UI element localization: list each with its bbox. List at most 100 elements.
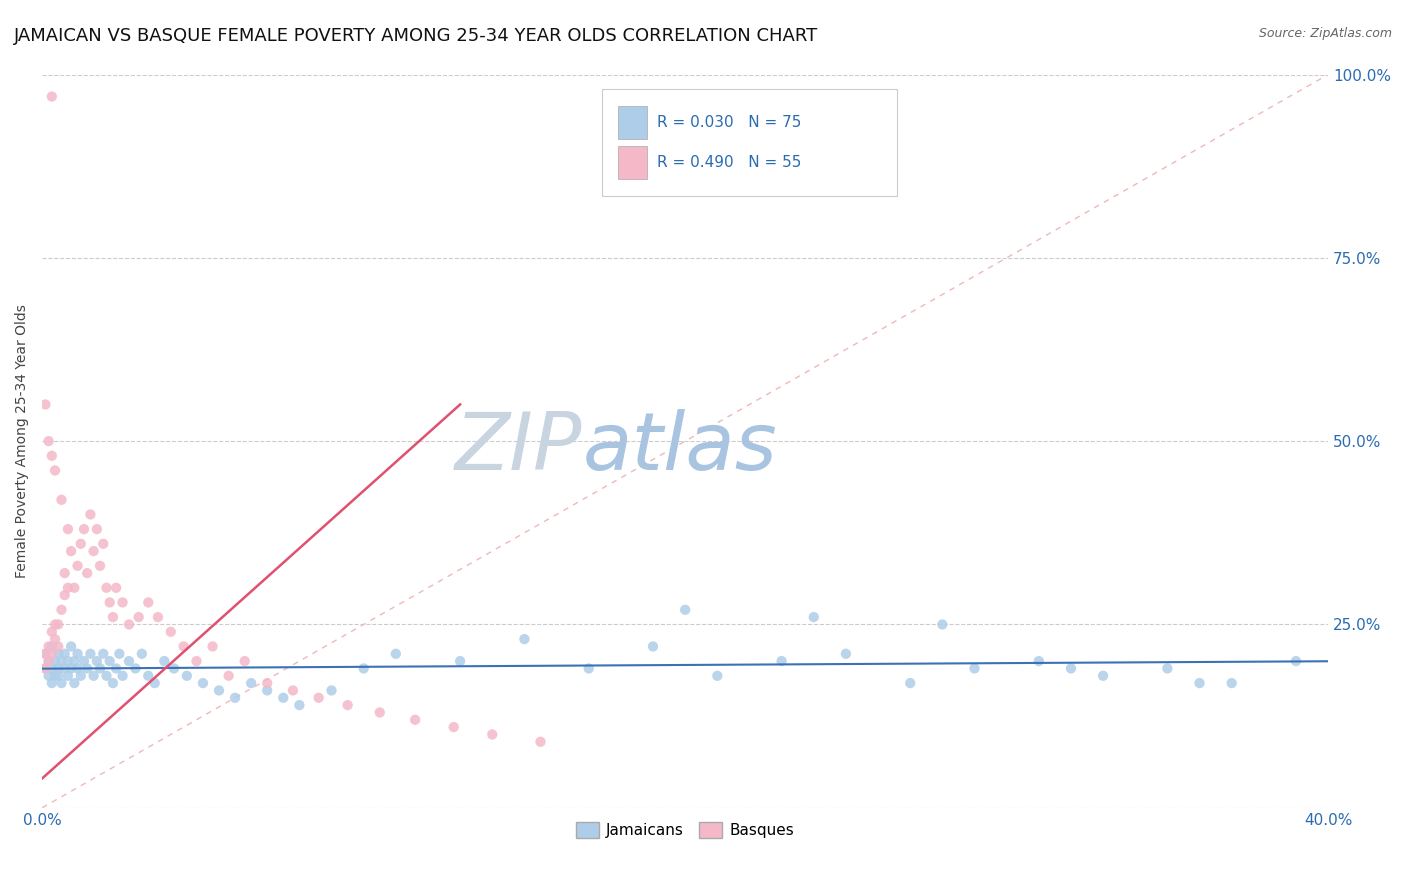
Point bbox=[34, 661, 56, 675]
Point bbox=[53, 661, 76, 675]
Point bbox=[86, 522, 108, 536]
Point bbox=[191, 676, 214, 690]
Point bbox=[835, 647, 858, 661]
Point bbox=[41, 624, 63, 639]
Point bbox=[63, 581, 86, 595]
Point bbox=[673, 603, 696, 617]
FancyBboxPatch shape bbox=[619, 106, 647, 139]
Point bbox=[308, 690, 330, 705]
Point bbox=[34, 397, 56, 411]
Point bbox=[186, 654, 208, 668]
Point bbox=[66, 647, 89, 661]
Point bbox=[56, 669, 79, 683]
Point bbox=[51, 654, 73, 668]
Point bbox=[63, 654, 86, 668]
Point bbox=[153, 654, 176, 668]
Point bbox=[143, 676, 166, 690]
Point bbox=[44, 669, 66, 683]
Point bbox=[803, 610, 825, 624]
Point bbox=[63, 676, 86, 690]
Point bbox=[529, 735, 551, 749]
Point bbox=[38, 654, 60, 668]
Point bbox=[69, 669, 91, 683]
Point bbox=[1060, 661, 1083, 675]
Point bbox=[1092, 669, 1115, 683]
Point bbox=[34, 647, 56, 661]
Point bbox=[73, 654, 96, 668]
Point bbox=[41, 449, 63, 463]
Point bbox=[41, 89, 63, 103]
Point bbox=[111, 669, 134, 683]
Point bbox=[256, 676, 278, 690]
Point bbox=[96, 581, 118, 595]
Legend: Jamaicans, Basques: Jamaicans, Basques bbox=[569, 816, 801, 844]
Point bbox=[41, 661, 63, 675]
Point bbox=[173, 640, 195, 654]
Point bbox=[108, 647, 131, 661]
Point bbox=[218, 669, 240, 683]
Point bbox=[353, 661, 375, 675]
Point bbox=[336, 698, 359, 712]
Point bbox=[38, 669, 60, 683]
Point bbox=[79, 647, 101, 661]
Point bbox=[38, 654, 60, 668]
Point bbox=[34, 661, 56, 675]
Point bbox=[124, 661, 146, 675]
Point bbox=[641, 640, 664, 654]
Point bbox=[105, 661, 128, 675]
Point bbox=[41, 647, 63, 661]
Point bbox=[60, 544, 83, 558]
Point bbox=[86, 654, 108, 668]
Point bbox=[69, 537, 91, 551]
Point bbox=[51, 676, 73, 690]
Point bbox=[281, 683, 304, 698]
Text: ZIP: ZIP bbox=[456, 409, 582, 487]
Point bbox=[83, 669, 105, 683]
Text: JAMAICAN VS BASQUE FEMALE POVERTY AMONG 25-34 YEAR OLDS CORRELATION CHART: JAMAICAN VS BASQUE FEMALE POVERTY AMONG … bbox=[14, 27, 818, 45]
Point bbox=[208, 683, 231, 698]
Text: R = 0.030   N = 75: R = 0.030 N = 75 bbox=[657, 115, 801, 130]
Text: atlas: atlas bbox=[582, 409, 778, 487]
Point bbox=[128, 610, 150, 624]
Point bbox=[233, 654, 256, 668]
Point bbox=[66, 661, 89, 675]
FancyBboxPatch shape bbox=[619, 145, 647, 178]
Point bbox=[89, 661, 111, 675]
Point bbox=[46, 617, 69, 632]
Point bbox=[53, 566, 76, 581]
Point bbox=[240, 676, 263, 690]
Point bbox=[46, 647, 69, 661]
Point bbox=[404, 713, 426, 727]
FancyBboxPatch shape bbox=[602, 89, 897, 195]
Point bbox=[56, 654, 79, 668]
Point bbox=[288, 698, 311, 712]
Point bbox=[770, 654, 793, 668]
Point bbox=[51, 492, 73, 507]
Point bbox=[76, 566, 98, 581]
Point bbox=[136, 669, 159, 683]
Y-axis label: Female Poverty Among 25-34 Year Olds: Female Poverty Among 25-34 Year Olds bbox=[15, 304, 30, 578]
Point bbox=[89, 558, 111, 573]
Text: R = 0.490   N = 55: R = 0.490 N = 55 bbox=[657, 155, 801, 170]
Point bbox=[1156, 661, 1178, 675]
Point bbox=[449, 654, 471, 668]
Point bbox=[41, 640, 63, 654]
Point bbox=[443, 720, 465, 734]
Point bbox=[34, 647, 56, 661]
Point bbox=[79, 508, 101, 522]
Point bbox=[91, 537, 114, 551]
Point bbox=[1188, 676, 1211, 690]
Point bbox=[1028, 654, 1050, 668]
Point bbox=[131, 647, 153, 661]
Point bbox=[41, 676, 63, 690]
Point bbox=[98, 595, 121, 609]
Point bbox=[60, 640, 83, 654]
Point bbox=[898, 676, 921, 690]
Point bbox=[105, 581, 128, 595]
Point bbox=[176, 669, 198, 683]
Point bbox=[76, 661, 98, 675]
Point bbox=[1285, 654, 1308, 668]
Point bbox=[146, 610, 169, 624]
Point bbox=[83, 544, 105, 558]
Point bbox=[385, 647, 408, 661]
